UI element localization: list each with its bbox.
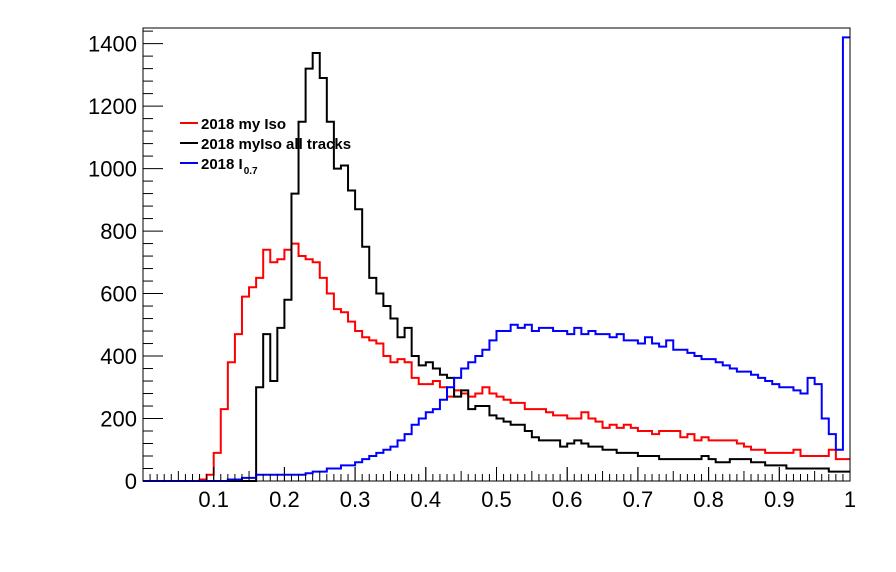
series-line-1 (143, 51, 850, 482)
y-tick-label: 0 (125, 469, 137, 494)
legend-label-1: 2018 myIso all tracks (201, 136, 351, 153)
legend: 2018 my Iso 2018 myIso all tracks 2018 I0.… (180, 116, 351, 177)
axes-layer: 0.1 0.2 0.3 0.4 0.5 0.6 0.7 0.8 0.9 1 0 200 400 600 80… (88, 27, 856, 512)
x-tick-label: 0.8 (693, 487, 724, 512)
x-tick-label: 0.1 (198, 487, 229, 512)
legend-label-2: 2018 I0.7 (201, 156, 258, 177)
y-tick-label: 400 (100, 344, 137, 369)
plot-frame (142, 27, 851, 482)
series-line-0 (143, 242, 850, 482)
series-layer (143, 36, 850, 482)
series-line-2 (143, 36, 850, 482)
y-tick-label: 1000 (88, 157, 137, 182)
x-tick-label: 1 (844, 487, 856, 512)
x-tick-label: 0.2 (269, 487, 300, 512)
y-tick-label: 1200 (88, 94, 137, 119)
x-tick-label: 0.7 (623, 487, 654, 512)
y-tick-label: 1400 (88, 32, 137, 57)
x-tick-label: 0.3 (340, 487, 371, 512)
x-tick-label: 0.4 (411, 487, 442, 512)
y-tick-label: 800 (100, 219, 137, 244)
x-tick-label: 0.6 (552, 487, 583, 512)
x-tick-label: 0.9 (764, 487, 795, 512)
y-tick-label: 600 (100, 282, 137, 307)
y-tick-label: 200 (100, 407, 137, 432)
legend-label-0: 2018 my Iso (201, 116, 286, 133)
x-tick-label: 0.5 (481, 487, 512, 512)
